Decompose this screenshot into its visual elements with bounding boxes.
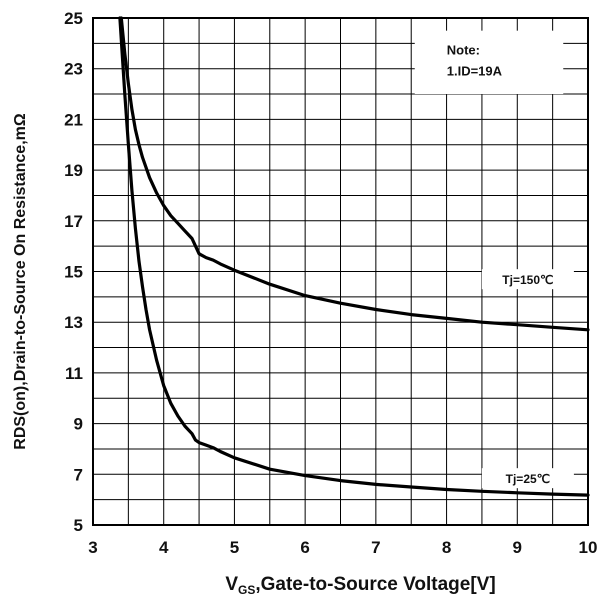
y-tick-label: 19 xyxy=(64,161,83,180)
y-tick-label: 9 xyxy=(74,415,83,434)
plot-frame xyxy=(92,17,589,526)
y-tick-label: 17 xyxy=(64,212,83,231)
y-tick-label: 7 xyxy=(74,465,83,484)
x-tick-label: 10 xyxy=(579,538,598,557)
y-tick-label: 5 xyxy=(74,516,83,535)
note-line: 1.ID=19A xyxy=(447,64,503,79)
y-tick-label: 11 xyxy=(65,364,83,383)
series-label: Tj=150℃ xyxy=(502,273,553,287)
y-tick-label: 23 xyxy=(64,60,83,79)
series-label-background xyxy=(481,468,574,489)
note-annotation: Note: 1.ID=19A xyxy=(414,30,564,95)
series-label: Tj=25℃ xyxy=(506,472,551,486)
y-axis-title: RDS(on),Drain-to-Source On Resistance,mΩ xyxy=(12,113,29,450)
x-axis-title: VGS,Gate-to-Source Voltage[V] xyxy=(225,574,495,597)
x-axis-title-subscript: GS xyxy=(238,583,255,597)
y-tick-label: 13 xyxy=(64,313,83,332)
x-axis-title-rest: ,Gate-to-Source Voltage[V] xyxy=(255,574,495,595)
y-tick-label: 15 xyxy=(64,263,83,282)
series-label-background xyxy=(481,269,574,290)
tick-labels: 3 4 5 6 7 8 9 10 5 7 9 11 13 15 17 19 21 23 25 xyxy=(64,9,597,557)
y-tick-label: 21 xyxy=(64,110,83,129)
x-axis-title-prefix: V xyxy=(225,574,238,595)
x-tick-label: 6 xyxy=(300,538,309,557)
x-tick-label: 4 xyxy=(159,538,169,557)
series-line xyxy=(119,16,590,332)
x-tick-label: 7 xyxy=(371,538,380,557)
x-tick-label: 5 xyxy=(230,538,239,557)
series-labels: Tj=150℃ Tj=25℃ xyxy=(481,269,574,489)
x-tick-label: 9 xyxy=(513,538,522,557)
y-tick-label: 25 xyxy=(64,9,83,28)
note-line: Note: xyxy=(447,43,480,58)
x-tick-label: 3 xyxy=(88,538,97,557)
x-tick-label: 8 xyxy=(442,538,451,557)
note-box xyxy=(414,30,564,95)
series-line xyxy=(118,16,590,497)
series-lines xyxy=(118,16,590,497)
